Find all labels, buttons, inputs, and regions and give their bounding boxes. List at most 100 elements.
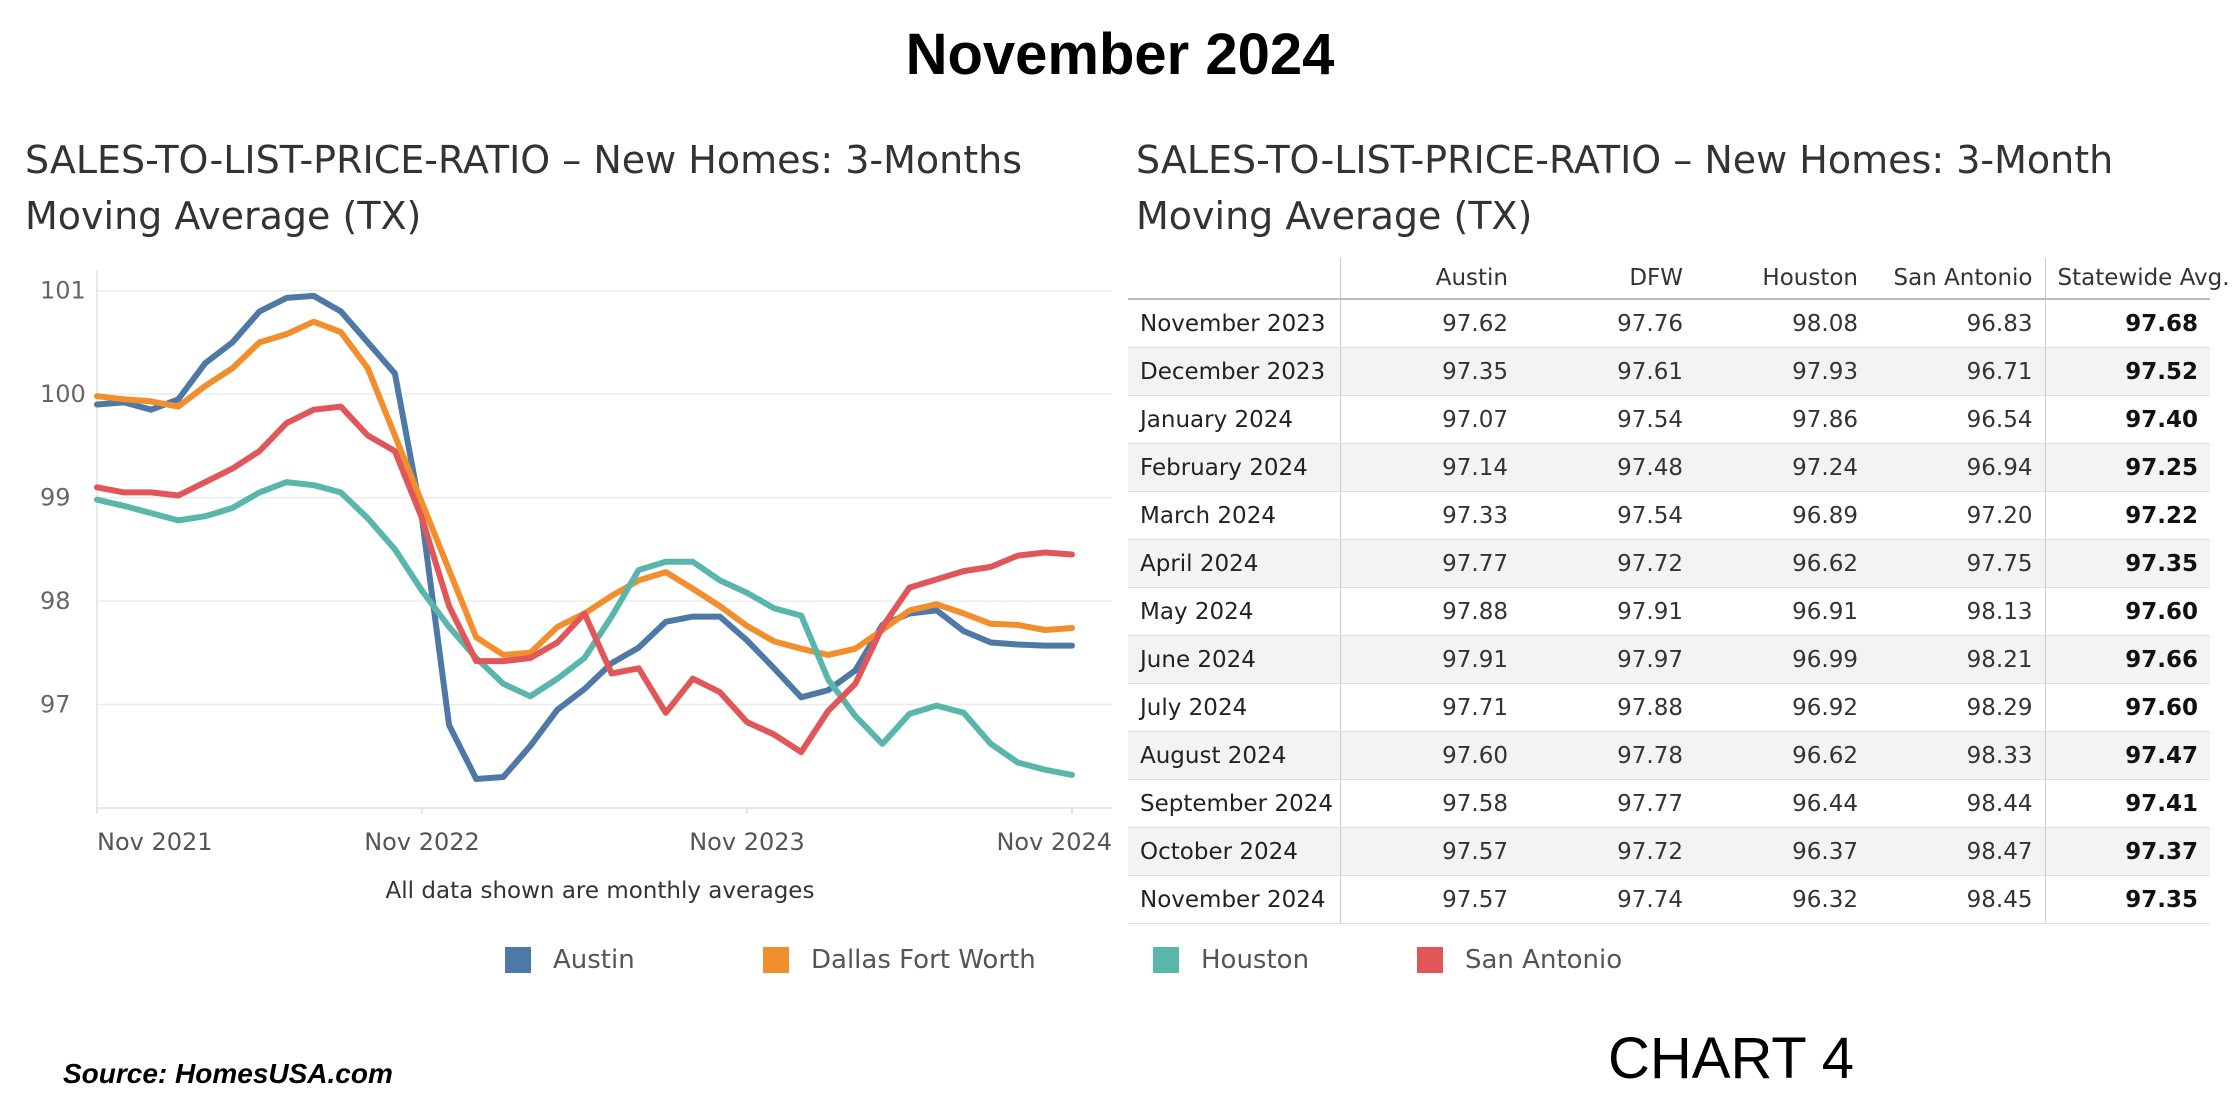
table-cell: 97.72 <box>1520 539 1695 588</box>
table-cell: 96.32 <box>1695 875 1870 924</box>
table-cell: 97.93 <box>1695 347 1870 396</box>
chart-series <box>94 292 1075 782</box>
column-header <box>1128 258 1341 300</box>
table-cell: 98.47 <box>1870 827 2045 876</box>
table-cell: 97.97 <box>1520 635 1695 684</box>
source-note: Source: HomesUSA.com <box>63 1058 393 1089</box>
table-cell: 97.14 <box>1340 443 1520 492</box>
table-cell: 98.44 <box>1870 779 2045 828</box>
table-cell: 96.99 <box>1695 635 1870 684</box>
table-cell: 96.91 <box>1695 587 1870 636</box>
table-row: September 2024 97.58 97.77 96.44 98.44 97.41 <box>1128 779 2210 828</box>
row-label: November 2023 <box>1128 299 1341 348</box>
table-title: SALES-TO-LIST-PRICE-RATIO – New Homes: 3… <box>1136 138 2114 238</box>
row-label: October 2024 <box>1128 827 1341 876</box>
table-row: August 2024 97.60 97.78 96.62 98.33 97.47 <box>1128 731 2210 780</box>
table-cell: 97.72 <box>1520 827 1695 876</box>
table-cell: 98.13 <box>1870 587 2045 636</box>
table-cell: 98.33 <box>1870 731 2045 780</box>
table-cell: 97.35 <box>2044 539 2210 588</box>
table-cell: 96.94 <box>1870 443 2045 492</box>
table-cell: 96.71 <box>1870 347 2045 396</box>
table-row: October 2024 97.57 97.72 96.37 98.47 97.37 <box>1128 827 2210 876</box>
data-table: Austin DFW Houston San Antonio Statewide Avg… <box>1128 258 2230 924</box>
table-cell: 97.52 <box>2044 347 2210 396</box>
table-cell: 96.92 <box>1695 683 1870 732</box>
x-tick-label: Nov 2024 <box>996 828 1112 855</box>
legend-label: Houston <box>1201 945 1310 975</box>
table-row: April 2024 97.77 97.72 96.62 97.75 97.35 <box>1128 539 2210 588</box>
chart-number-label: CHART 4 <box>1608 1026 1855 1091</box>
chart-title: SALES-TO-LIST-PRICE-RATIO – New Homes: 3… <box>25 138 1022 238</box>
column-header: Austin <box>1340 258 1520 300</box>
column-header: San Antonio <box>1870 258 2045 300</box>
page-title: November 2024 <box>905 22 1335 87</box>
table-row: May 2024 97.88 97.91 96.91 98.13 97.60 <box>1128 587 2210 636</box>
row-label: September 2024 <box>1128 779 1341 828</box>
legend-item-austin: Austin <box>505 940 635 980</box>
table-cell: 97.20 <box>1870 491 2045 540</box>
table-cell: 97.75 <box>1870 539 2045 588</box>
table-cell: 97.25 <box>2044 443 2210 492</box>
table-cell: 97.71 <box>1340 683 1520 732</box>
table-cell: 97.41 <box>2044 779 2210 828</box>
table-body: November 2023 97.62 97.76 98.08 96.83 97.68 De… <box>1128 299 2210 924</box>
y-tick-label: 100 <box>40 380 86 408</box>
table-cell: 97.57 <box>1340 827 1520 876</box>
table-cell: 96.44 <box>1695 779 1870 828</box>
table-cell: 96.37 <box>1695 827 1870 876</box>
chart-legend: Austin Dallas Fort Worth Houston San Antoni… <box>0 940 2240 990</box>
table-cell: 97.66 <box>2044 635 2210 684</box>
column-header: Houston <box>1695 258 1870 300</box>
table-cell: 96.89 <box>1695 491 1870 540</box>
y-tick-label: 97 <box>40 691 71 719</box>
legend-item-san-antonio: San Antonio <box>1417 940 1622 980</box>
row-label: August 2024 <box>1128 731 1341 780</box>
x-tick-label: Nov 2021 <box>97 828 213 855</box>
legend-swatch <box>763 947 789 973</box>
table-cell: 97.60 <box>2044 683 2210 732</box>
table-cell: 97.35 <box>2044 875 2210 924</box>
table-cell: 98.45 <box>1870 875 2045 924</box>
row-label: January 2024 <box>1128 395 1341 444</box>
table-cell: 97.68 <box>2044 299 2210 348</box>
table-row: July 2024 97.71 97.88 96.92 98.29 97.60 <box>1128 683 2210 732</box>
table-cell: 97.35 <box>1340 347 1520 396</box>
table-cell: 97.91 <box>1340 635 1520 684</box>
legend-swatch <box>505 947 531 973</box>
x-tick-label: Nov 2023 <box>689 828 805 855</box>
table-cell: 97.37 <box>2044 827 2210 876</box>
table-cell: 97.86 <box>1695 395 1870 444</box>
table-row: December 2023 97.35 97.61 97.93 96.71 97.52 <box>1128 347 2210 396</box>
table-cell: 97.40 <box>2044 395 2210 444</box>
table-cell: 97.88 <box>1340 587 1520 636</box>
series-line-houston <box>94 479 1075 778</box>
table-cell: 97.76 <box>1520 299 1695 348</box>
table-cell: 96.83 <box>1870 299 2045 348</box>
row-label: December 2023 <box>1128 347 1341 396</box>
table-cell: 96.62 <box>1695 731 1870 780</box>
row-label: November 2024 <box>1128 875 1341 924</box>
row-label: July 2024 <box>1128 683 1341 732</box>
table-cell: 97.07 <box>1340 395 1520 444</box>
table-cell: 98.08 <box>1695 299 1870 348</box>
table-cell: 97.61 <box>1520 347 1695 396</box>
row-label: April 2024 <box>1128 539 1341 588</box>
y-tick-label: 99 <box>40 484 71 512</box>
table-cell: 97.91 <box>1520 587 1695 636</box>
table-cell: 97.58 <box>1340 779 1520 828</box>
chart-note: All data shown are monthly averages <box>385 878 815 904</box>
table-row: February 2024 97.14 97.48 97.24 96.94 97.25 <box>1128 443 2210 492</box>
row-label: March 2024 <box>1128 491 1341 540</box>
table-cell: 97.77 <box>1340 539 1520 588</box>
series-line-dallas-fort-worth <box>94 318 1075 658</box>
table-cell: 97.48 <box>1520 443 1695 492</box>
table-cell: 97.77 <box>1520 779 1695 828</box>
row-label: May 2024 <box>1128 587 1341 636</box>
table-cell: 97.88 <box>1520 683 1695 732</box>
legend-label: Austin <box>553 945 635 975</box>
table-cell: 97.47 <box>2044 731 2210 780</box>
chart-axes: 97 98 99 100 101 Nov 2021 Nov 2022 Nov 2023 Nov … <box>40 270 1112 855</box>
table-cell: 97.60 <box>2044 587 2210 636</box>
y-tick-label: 101 <box>40 277 86 305</box>
